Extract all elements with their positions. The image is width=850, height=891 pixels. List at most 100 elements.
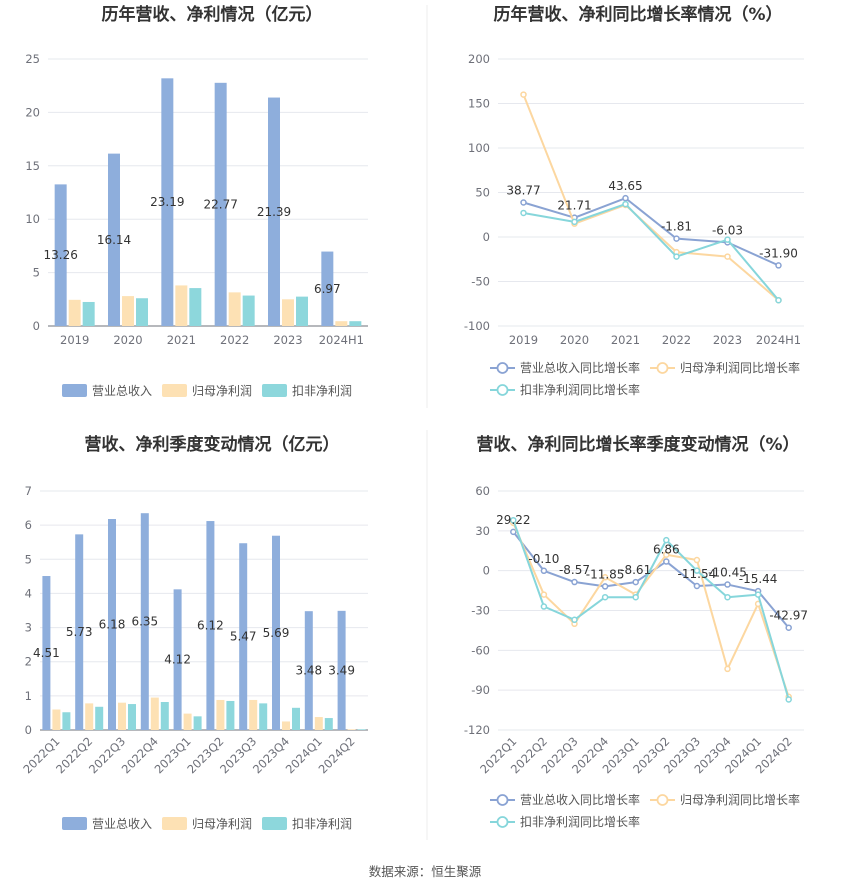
legend-label: 扣非净利润 xyxy=(292,817,352,831)
bar-2019-s2 xyxy=(82,301,95,326)
y-tick-label: 2 xyxy=(25,655,32,669)
legend-swatch xyxy=(162,384,187,397)
bar-2023Q1-s0 xyxy=(173,589,182,730)
point-2020-s2 xyxy=(571,218,578,226)
point-2023Q2-s1 xyxy=(663,551,670,558)
data-label: -6.03 xyxy=(712,223,743,237)
data-label: 5.73 xyxy=(66,625,93,639)
x-tick-label: 2024H1 xyxy=(756,333,801,347)
bar-2024Q1-s2 xyxy=(324,718,333,730)
data-label: 6.18 xyxy=(99,617,126,631)
bar-2023Q4-s0 xyxy=(272,535,280,730)
y-tick-label: 15 xyxy=(25,159,40,173)
legend-label: 归母净利润同比增长率 xyxy=(680,792,800,807)
bar-2023Q4-s1 xyxy=(282,721,290,730)
data-label: 16.14 xyxy=(97,233,131,247)
bar-2022-s1 xyxy=(228,292,241,326)
point-2022Q2-s0 xyxy=(540,567,548,575)
data-label: -42.97 xyxy=(769,609,808,623)
x-tick-label: 2021 xyxy=(167,333,196,347)
legend-marker xyxy=(496,794,509,806)
legend-swatch xyxy=(62,817,87,830)
data-label: 6.97 xyxy=(314,282,341,296)
bar-2023Q1-s2 xyxy=(193,716,202,730)
y-tick-label: 60 xyxy=(475,484,490,498)
bar-2023Q3-s2 xyxy=(259,703,268,730)
x-tick-label: 2024H1 xyxy=(319,333,364,347)
bar-2023-s1 xyxy=(282,299,294,326)
point-2024H1-s2 xyxy=(775,296,782,304)
y-tick-label: 30 xyxy=(475,524,490,538)
bar-2023Q3-s1 xyxy=(249,699,258,730)
point-2019-s2 xyxy=(520,209,527,217)
point-2022Q3-s2 xyxy=(571,616,578,624)
series-line-s2 xyxy=(512,519,790,700)
bar-2023-s2 xyxy=(296,296,308,326)
legend-swatch xyxy=(162,817,187,830)
data-source-label: 数据来源：恒生聚源 xyxy=(369,864,482,879)
data-label: -11.54 xyxy=(678,567,717,581)
bar-2024Q1-s0 xyxy=(304,611,313,730)
annual-growth-rate-chart: 历年营收、净利同比增长率情况（%） -100 -50 0 50 100 150 200 2019… xyxy=(464,4,804,397)
bar-2024H1-s2 xyxy=(349,321,362,326)
data-label: 4.12 xyxy=(164,653,191,667)
data-label: 6.86 xyxy=(653,543,680,557)
y-tick-label: 25 xyxy=(25,52,40,66)
point-2022-s0 xyxy=(673,235,680,242)
chart-title: 营收、净利同比增长率季度变动情况（%） xyxy=(476,434,799,455)
legend-marker xyxy=(496,816,509,828)
bar-2022Q3-s0 xyxy=(108,518,116,730)
legend-marker xyxy=(656,362,669,374)
legend-swatch xyxy=(262,384,287,397)
y-tick-label: 3 xyxy=(25,621,32,635)
series-line-s0 xyxy=(512,531,790,629)
y-tick-label: 7 xyxy=(25,484,32,498)
point-2023Q4-s1 xyxy=(724,665,731,673)
data-label: 5.69 xyxy=(263,626,290,640)
y-tick-label: 50 xyxy=(475,186,490,200)
data-label: 4.51 xyxy=(33,646,60,660)
legend-label: 归母净利润 xyxy=(192,384,252,398)
data-label: 21.39 xyxy=(257,205,291,219)
point-2023Q2-s2 xyxy=(663,536,670,544)
quarterly-revenue-profit-chart: 营收、净利季度变动情况（亿元）012345672022Q12022Q22022Q… xyxy=(20,434,368,831)
point-2022-s2 xyxy=(673,253,680,260)
bar-2021-s0 xyxy=(161,78,174,326)
bar-2022Q1-s1 xyxy=(52,709,61,730)
point-2024Q2-s2 xyxy=(785,696,792,703)
y-tick-label: 0 xyxy=(483,230,490,244)
data-label: 6.35 xyxy=(131,615,158,629)
data-label: 23.19 xyxy=(150,195,184,209)
point-2019-s0 xyxy=(520,199,527,206)
point-2023Q4-s0 xyxy=(724,581,731,588)
series-line-s1 xyxy=(522,94,780,301)
legend-label: 营业总收入同比增长率 xyxy=(520,792,640,807)
bar-2024Q1-s1 xyxy=(314,717,323,730)
data-label: 13.26 xyxy=(43,248,77,262)
bar-2022Q4-s1 xyxy=(150,697,159,730)
point-2024H1-s0 xyxy=(775,262,782,269)
point-2023Q4-s2 xyxy=(724,593,731,601)
bar-2023Q2-s0 xyxy=(206,521,215,730)
x-tick-label: 2019 xyxy=(60,333,89,347)
point-2023Q3-s0 xyxy=(693,582,701,590)
point-2023Q1-s0 xyxy=(632,578,639,586)
y-tick-label: 5 xyxy=(25,552,32,566)
bar-2020-s1 xyxy=(122,296,134,326)
point-2023Q3-s2 xyxy=(693,567,701,574)
y-tick-label: -90 xyxy=(471,683,490,697)
data-label: -8.61 xyxy=(620,563,651,577)
bar-2022Q1-s2 xyxy=(62,712,71,730)
point-2022Q4-s1 xyxy=(601,574,609,581)
bar-2022Q4-s0 xyxy=(140,513,149,730)
legend-label: 扣非净利润同比增长率 xyxy=(520,814,640,829)
quarterly-growth-rate-chart: 营收、净利同比增长率季度变动情况（%）-120-90-60-3003060202… xyxy=(464,434,808,829)
legend-label: 营业总收入同比增长率 xyxy=(520,360,640,375)
point-2023-s2 xyxy=(724,236,731,243)
legend-marker xyxy=(496,362,509,374)
bar-2021-s2 xyxy=(189,288,202,326)
point-2022Q4-s2 xyxy=(601,593,609,601)
legend-label: 归母净利润同比增长率 xyxy=(680,360,800,375)
data-label: 21.71 xyxy=(557,199,591,213)
y-tick-label: 0 xyxy=(33,319,40,333)
